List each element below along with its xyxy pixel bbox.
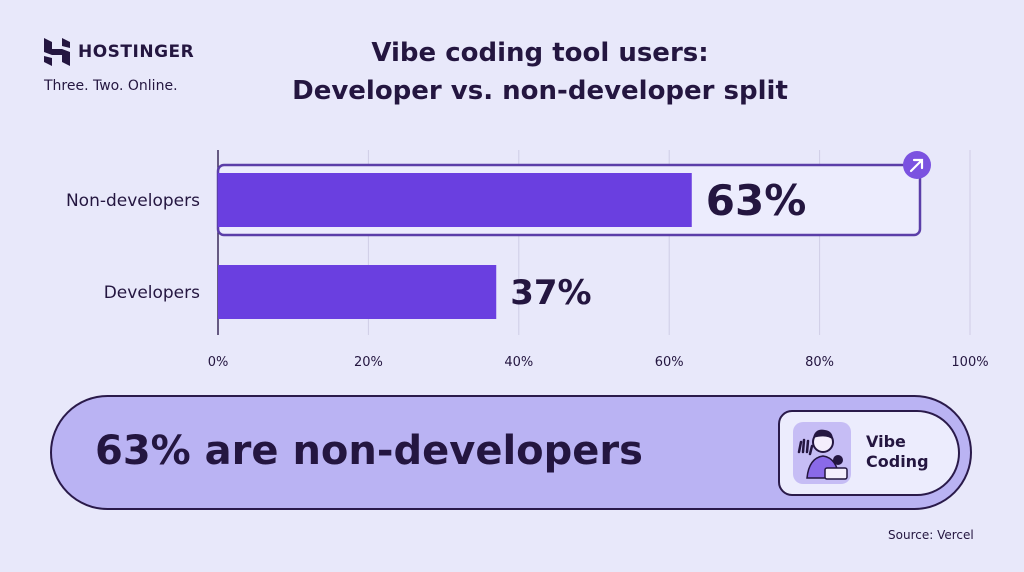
category-label: Developers: [104, 283, 200, 303]
chart-title: Vibe coding tool users: Developer vs. no…: [220, 34, 860, 110]
bar: [218, 265, 497, 319]
arrow-up-right-glyph: [909, 158, 924, 173]
badge-label-line-2: Coding: [866, 452, 929, 471]
badge-label-line-1: Vibe: [866, 432, 906, 451]
brand-name: HOSTINGER: [78, 42, 195, 62]
bar-chart: 0% 20% 40% 60% 80% 100% Non-developers 63% Devel…: [66, 150, 989, 370]
bar: [218, 173, 692, 227]
data-label: 37%: [510, 273, 591, 313]
hostinger-logo-icon: [44, 38, 70, 66]
data-label: 63%: [706, 176, 807, 225]
badge-label: Vibe Coding: [866, 432, 929, 472]
brand-logo: HOSTINGER: [44, 38, 194, 66]
source-note: Source: Vercel: [888, 528, 974, 542]
x-tick-label: 80%: [805, 355, 834, 370]
brand-tagline: Three. Two. Online.: [44, 78, 178, 94]
x-tick-label: 0%: [208, 355, 229, 370]
category-label: Non-developers: [66, 191, 200, 211]
chart-title-line-2: Developer vs. non-developer split: [292, 76, 788, 106]
x-tick-label: 40%: [504, 355, 533, 370]
callout-text: 63% are non-developers: [95, 428, 643, 474]
chart-title-line-1: Vibe coding tool users:: [371, 38, 709, 68]
x-tick-label: 100%: [951, 355, 988, 370]
person-waving-keyboard-gear-icon: [793, 422, 851, 484]
x-tick-label: 60%: [655, 355, 684, 370]
x-tick-label: 20%: [354, 355, 383, 370]
